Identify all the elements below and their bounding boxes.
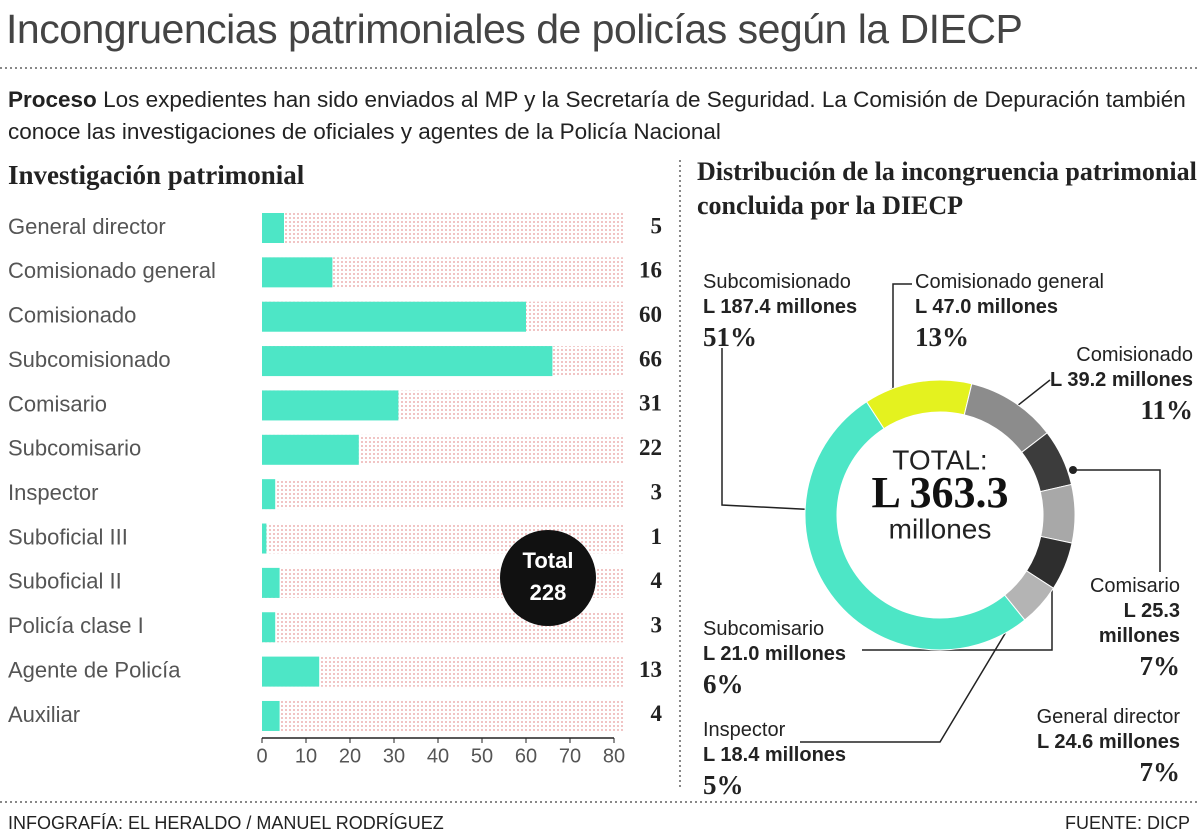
category-label: General director [8,214,166,239]
bar [262,346,553,377]
category-label: Agente de Policía [8,657,181,682]
segment-value: L 24.6 millones [1036,731,1180,753]
segment-name: Subcomisionado [703,271,851,293]
intro-lead: Proceso [8,87,97,112]
x-tick-label: 50 [471,745,493,767]
bar [262,213,284,243]
segment-percent: 7% [1139,757,1181,787]
value-label: 31 [639,391,662,416]
intro: Proceso Los expedientes han sido enviado… [8,84,1200,148]
segment-name: General director [1036,706,1180,728]
value-label: 5 [651,213,663,238]
x-tick-label: 10 [295,745,317,767]
segment-value: L 39.2 millones [1049,369,1193,391]
donut-label: Comisario L 25.3 millones 7% [1060,574,1180,683]
segment-name: Comisionado [1076,344,1193,366]
category-label: Comisionado [8,303,136,328]
source: FUENTE: DICP [1064,813,1190,833]
center-title: TOTAL: [892,444,987,475]
category-label: Comisario [8,391,107,416]
segment-name: Inspector [703,719,786,741]
x-tick-label: 40 [427,745,449,767]
bar [262,523,267,554]
x-tick-label: 70 [559,745,581,767]
bar-background [262,479,624,510]
segment-name: Comisionado general [915,271,1105,293]
bar-background [262,213,624,243]
value-label: 66 [639,346,662,371]
value-label: 60 [639,302,662,327]
value-label: 13 [639,657,662,682]
segment-percent: 6% [703,669,744,699]
center-unit: millones [889,513,992,544]
value-label: 3 [651,613,663,638]
segment-value: L 47.0 millones [915,296,1059,318]
donut-label: Comisionado general L 47.0 millones 13% [915,270,1104,354]
category-label: Comisionado general [8,258,216,283]
category-label: Subcomisionado [8,347,171,372]
bar-chart-title: Investigación patrimonial [8,160,305,190]
total-value: 228 [530,580,567,605]
category-label: Suboficial III [8,524,128,549]
category-label: Policía clase I [8,613,144,638]
category-label: Suboficial II [8,569,122,594]
category-label: Auxiliar [8,702,80,727]
category-label: Inspector [8,480,99,505]
segment-value: L 18.4 millones [703,744,847,766]
segment-value: L 25.3 millones [1098,600,1180,647]
bar [262,257,333,288]
donut-label: Subcomisario L 21.0 millones 6% [703,617,846,701]
segment-percent: 7% [1139,651,1181,681]
donut-label: Subcomisionado L 187.4 millones 51% [703,270,857,354]
bar [262,612,276,643]
x-tick-label: 60 [515,745,537,767]
x-tick-label: 30 [383,745,405,767]
segment-name: Subcomisario [703,618,825,640]
donut-segment [804,401,1026,651]
total-title: Total [523,548,574,573]
value-label: 22 [639,435,662,460]
donut-chart-title: Distribución de la incongruencia patrimo… [697,157,1197,220]
x-tick-label: 0 [256,745,267,767]
bar [262,656,320,687]
page-title: Incongruencias patrimoniales de policías… [6,6,1023,52]
segment-percent: 11% [1140,395,1193,425]
bar [262,567,280,598]
donut-segment [1039,483,1076,544]
donut-label: General director L 24.6 millones 7% [1037,705,1180,789]
total-badge [500,530,596,626]
segment-percent: 13% [915,322,969,352]
intro-text: Los expedientes han sido enviados al MP … [8,87,1186,144]
value-label: 4 [651,568,663,593]
value-label: 16 [639,258,662,283]
bar [262,434,359,465]
bar [262,479,276,510]
segment-value: L 21.0 millones [703,643,847,665]
x-tick-label: 80 [603,745,625,767]
donut-segment [865,379,973,430]
center-total: L 363.3 [872,468,1009,517]
bar-background [262,700,624,731]
segment-name: Comisario [1089,575,1180,597]
value-label: 4 [651,701,663,726]
segment-percent: 51% [703,322,757,352]
segment-percent: 5% [703,770,744,800]
bar [262,390,399,421]
value-label: 3 [651,479,663,504]
bar [262,700,280,731]
bar [262,301,526,332]
credit: INFOGRAFÍA: EL HERALDO / MANUEL RODRÍGUE… [8,813,444,833]
category-label: Subcomisario [8,436,141,461]
leader-lines [721,283,1161,743]
x-tick-label: 20 [339,745,361,767]
donut-label: Comisionado L 39.2 millones 11% [1050,343,1193,427]
donut-label: Inspector L 18.4 millones 5% [703,718,846,802]
value-label: 1 [651,524,663,549]
segment-value: L 187.4 millones [703,296,858,318]
bar-background [262,656,624,687]
